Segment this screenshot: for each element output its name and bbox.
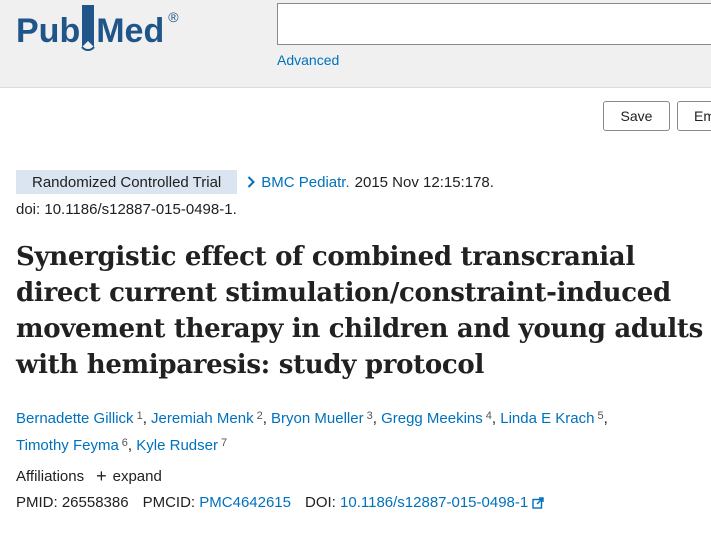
- journal-link[interactable]: BMC Pediatr.: [261, 173, 350, 191]
- pubmed-logo[interactable]: Pub Med ®: [16, 3, 179, 59]
- expand-affiliations-button[interactable]: + expand: [96, 467, 162, 485]
- email-button[interactable]: Em: [677, 101, 711, 131]
- affiliation-number[interactable]: 3: [366, 410, 373, 422]
- author-link[interactable]: Bernadette Gillick: [16, 410, 134, 427]
- publication-type-badge: Randomized Controlled Trial: [16, 170, 238, 194]
- logo-text-pub: Pub: [16, 12, 81, 50]
- author-link[interactable]: Kyle Rudser: [136, 437, 218, 454]
- doi-link[interactable]: 10.1186/s12887-015-0498-1: [340, 494, 529, 511]
- article-title: Synergistic effect of combined transcran…: [16, 242, 703, 380]
- expand-label: expand: [112, 467, 162, 485]
- pmcid-link[interactable]: PMC4642615: [199, 494, 291, 511]
- author-link[interactable]: Linda E Krach: [500, 410, 595, 427]
- logo-text-med: Med: [96, 12, 165, 50]
- affiliation-number[interactable]: 7: [220, 437, 228, 449]
- identifiers-row: PMID: 26558386 PMCID: PMC4642615 DOI: 10…: [16, 494, 544, 511]
- pmcid-label: PMCID:: [142, 494, 196, 511]
- citation-date: 2015 Nov 12:15:178.: [354, 173, 494, 191]
- chevron-right-icon: [248, 176, 256, 188]
- article-meta-row: Randomized Controlled Trial BMC Pediatr.…: [16, 170, 494, 194]
- affiliations-label: Affiliations: [16, 467, 85, 485]
- affiliation-number[interactable]: 6: [121, 437, 128, 449]
- plus-icon: +: [96, 466, 107, 486]
- registered-mark: ®: [168, 9, 179, 25]
- doi-citation: doi: 10.1186/s12887-015-0498-1.: [16, 201, 237, 218]
- journal-citation: BMC Pediatr. 2015 Nov 12:15:178.: [247, 174, 494, 191]
- affiliation-number[interactable]: 4: [485, 410, 492, 422]
- author-link[interactable]: Gregg Meekins: [381, 410, 483, 427]
- pmid-value: 26558386: [61, 494, 129, 511]
- external-link-icon[interactable]: [532, 496, 544, 509]
- affiliation-number[interactable]: 2: [256, 410, 263, 422]
- save-button[interactable]: Save: [603, 101, 670, 131]
- site-header: Pub Med ® Advanced: [0, 0, 711, 88]
- doi-label: DOI:: [305, 494, 336, 511]
- pmid-label: PMID:: [16, 494, 58, 511]
- affiliation-number[interactable]: 5: [597, 410, 604, 422]
- author-list: Bernadette Gillick 1, Jeremiah Menk 2, Bry…: [16, 410, 608, 454]
- search-input[interactable]: [277, 3, 711, 45]
- affiliations-row: Affiliations + expand: [16, 467, 162, 485]
- author-link[interactable]: Jeremiah Menk: [151, 410, 254, 427]
- affiliation-number[interactable]: 1: [136, 410, 143, 422]
- author-link[interactable]: Timothy Feyma: [16, 437, 119, 454]
- bookmark-icon: [81, 5, 96, 51]
- advanced-search-link[interactable]: Advanced: [277, 52, 340, 68]
- author-link[interactable]: Bryon Mueller: [271, 410, 364, 427]
